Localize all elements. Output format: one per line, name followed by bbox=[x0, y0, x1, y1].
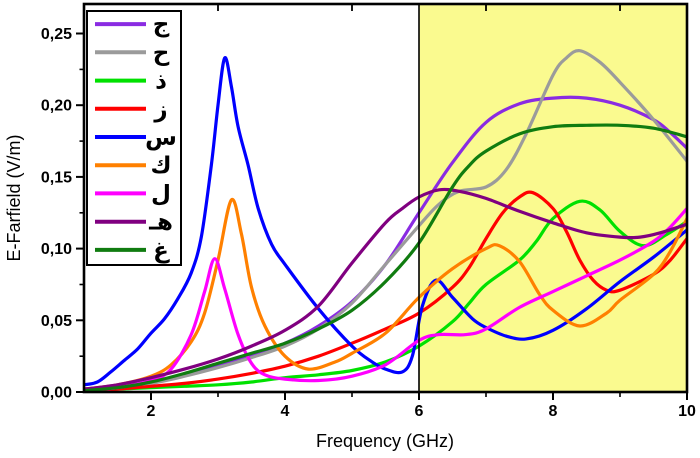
x-tick-label: 4 bbox=[281, 403, 290, 420]
legend-item-kaf: ك bbox=[95, 153, 172, 179]
legend-item-zay: ز bbox=[95, 97, 168, 123]
y-tick-label: 0,00 bbox=[41, 385, 72, 402]
legend-item-heh: هـ bbox=[95, 210, 173, 236]
x-tick-label: 10 bbox=[678, 403, 696, 420]
legend-label-heh: هـ bbox=[148, 210, 173, 236]
legend-item-lam: ل bbox=[95, 181, 171, 207]
legend-label-ghayn: غ bbox=[153, 238, 170, 264]
legend-label-zay: ز bbox=[153, 97, 167, 123]
x-tick-label: 6 bbox=[415, 403, 424, 420]
x-tick-label: 8 bbox=[549, 403, 558, 420]
legend-label-thal: ذ bbox=[155, 69, 167, 95]
axis-layer: 2 4 6 8 10 0,00 0,05 0,10 0,15 0,20 0,25 bbox=[41, 4, 696, 420]
series-line-ghayn bbox=[84, 123, 687, 392]
y-tick-label: 0,05 bbox=[41, 313, 72, 330]
y-tick-label: 0,25 bbox=[41, 26, 72, 43]
legend-item-thal: ذ bbox=[95, 69, 167, 95]
legend-item-jeem: ج bbox=[95, 12, 170, 38]
legend-label-hah: ح bbox=[153, 40, 170, 66]
series-line-seen bbox=[84, 56, 687, 387]
series-line-thal bbox=[84, 199, 687, 392]
plot-frame bbox=[82, 2, 689, 394]
legend-item-ghayn: غ bbox=[95, 238, 170, 264]
highlight-band bbox=[419, 4, 687, 392]
legend-label-seen: س bbox=[145, 125, 177, 151]
y-axis-title: E-Farfield (V/m) bbox=[4, 134, 24, 261]
y-tick-label: 0,20 bbox=[41, 98, 72, 115]
series-line-heh bbox=[84, 187, 687, 391]
x-tick-label: 2 bbox=[147, 403, 156, 420]
legend-label-lam: ل bbox=[151, 181, 171, 207]
legend-label-kaf: ك bbox=[150, 153, 171, 179]
series-line-kaf bbox=[84, 197, 687, 391]
legend-label-jeem: ج bbox=[153, 12, 170, 38]
legend-item-seen: س bbox=[95, 125, 177, 151]
series-line-hah bbox=[84, 49, 687, 391]
y-tick-label: 0,10 bbox=[41, 241, 72, 258]
legend-item-hah: ح bbox=[95, 40, 170, 66]
x-axis-title: Frequency (GHz) bbox=[316, 431, 454, 451]
series-line-lam bbox=[84, 206, 687, 392]
y-tick-label: 0,15 bbox=[41, 169, 72, 186]
series-layer bbox=[84, 49, 687, 392]
